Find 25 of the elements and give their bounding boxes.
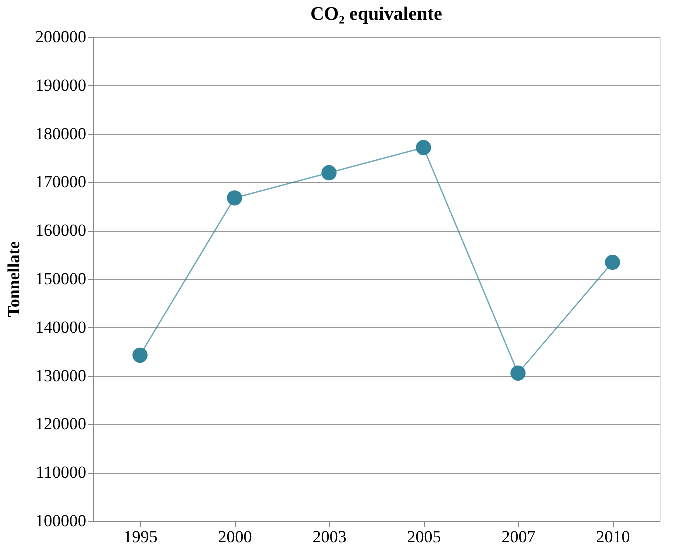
point [416, 140, 432, 156]
y-tick-label: 170000 [36, 172, 86, 192]
x-tick-label: 2005 [407, 528, 442, 546]
y-tick-label: 160000 [36, 221, 86, 240]
point [322, 165, 337, 181]
y-tick-label: 140000 [36, 318, 86, 337]
y-tick-label: 180000 [36, 124, 86, 144]
y-tick-label: 130000 [36, 366, 86, 386]
y-tick-label: 120000 [36, 414, 86, 434]
x-tick-label: 2010 [596, 528, 630, 546]
x-tick-label: 2003 [312, 528, 347, 546]
y-tick-label: 190000 [36, 76, 86, 95]
x-tick-label: 1995 [124, 528, 158, 546]
chart-title: CO₂ equivalente [310, 4, 442, 25]
x-tick-label: 2007 [502, 528, 536, 546]
y-tick-label: 100000 [36, 512, 86, 530]
point [605, 254, 620, 270]
y-tick-label: 110000 [36, 463, 86, 482]
y-tick-label: 150000 [36, 270, 86, 288]
point [132, 348, 148, 364]
y-axis-title: Tonnellate [4, 241, 24, 318]
point [510, 366, 526, 381]
y-tick-label: 200000 [36, 28, 86, 46]
point [227, 190, 242, 206]
x-tick-label: 2000 [218, 528, 252, 546]
